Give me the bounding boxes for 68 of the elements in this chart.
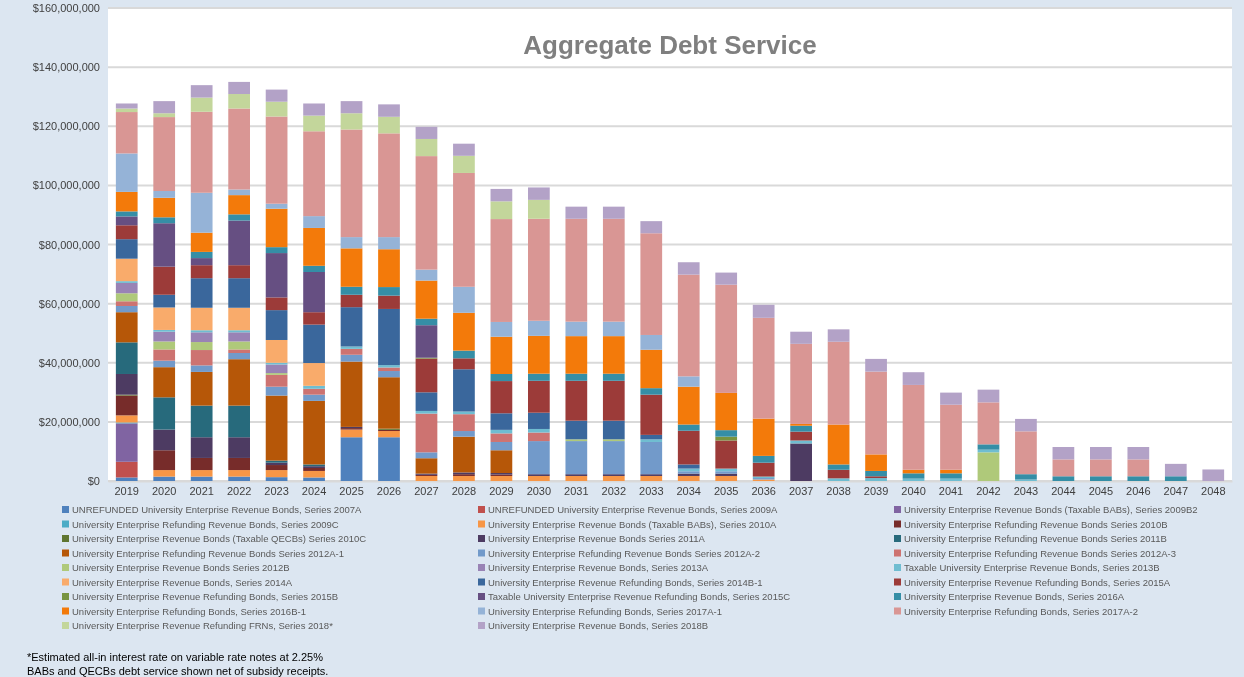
y-tick-label: $160,000,000 [32,2,100,15]
legend-label: University Enterprise Revenue Bonds (Taxable QECBs) Series 2010C [72,533,367,544]
y-tick-label: $0 [87,475,100,488]
legend-label: UNREFUNDED University Enterprise Revenue Bonds, Series 2007A [72,504,362,515]
x-tick-label: 2035 [713,484,739,497]
x-tick-label: 2037 [788,484,814,497]
x-tick-label: 2036 [751,484,776,497]
text: BABs and QECBs debt service shown net of subsidy receipts. [27,665,329,677]
text: Aggregate Debt Service [523,30,817,60]
legend-label: University Enterprise Revenue Bonds, Series 2016A [904,591,1125,602]
legend-label: University Enterprise Refunding Bonds, Series 2016B-1 [72,605,306,617]
x-tick-label: 2046 [1126,484,1151,497]
legend-label: University Enterprise Revenue Refunding Bonds, Series 2015B [72,591,339,602]
y-tick-label: $60,000,000 [38,297,100,310]
legend-label: University Enterprise Revenue Refunding Bonds, Series 2014B-1 [488,576,763,588]
x-tick-label: 2045 [1088,484,1114,497]
x-tick-label: 2039 [863,484,889,497]
x-tick-label: 2032 [601,484,627,497]
x-tick-label: 2021 [189,484,214,497]
x-tick-label: 2020 [151,484,177,497]
y-tick-label: $20,000,000 [38,415,100,428]
x-tick-label: 2047 [1163,484,1189,497]
x-tick-label: 2019 [114,484,139,497]
y-tick-label: $100,000,000 [32,179,100,192]
legend-label: University Enterprise Refunding Revenue Bonds Series 2011B [904,533,1167,544]
legend-label: University Enterprise Refunding Revenue Bonds Series 2012A-2 [488,547,760,559]
legend-label: University Enterprise Revenue Refunding Bonds, Series 2015A [904,576,1171,588]
legend-label: University Enterprise Revenue Refunding FRNs, Series 2018* [72,620,334,631]
legend-label: University Enterprise Refunding Revenue Bonds Series 2012A-3 [904,547,1176,559]
legend-label: University Enterprise Revenue Bonds, Series 2013A [488,562,709,573]
legend-label: University Enterprise Refunding Revenue Bonds, Series 2009C [72,518,339,530]
x-tick-label: 2022 [226,484,252,497]
legend-label: Taxable University Enterprise Revenue Bonds, Series 2013B [904,562,1160,573]
legend-label: University Enterprise Revenue Bonds, Series 2014A [72,576,293,588]
text: *Estimated all-in interest rate on variable rate notes at 2.25% [27,651,324,663]
legend-label: University Enterprise Revenue Bonds (Taxable BABs), Series 2010A [488,518,777,530]
x-tick-label: 2023 [264,484,289,497]
legend-label: University Enterprise Revenue Bonds Series 2011A [488,533,706,544]
legend-label: University Enterprise Refunding Revenue Bonds Series 2012A-1 [72,547,344,559]
x-tick-label: 2025 [339,484,364,497]
x-tick-label: 2030 [526,484,552,497]
x-tick-label: 2042 [976,484,1001,497]
x-tick-label: 2034 [676,484,701,497]
y-tick-label: $140,000,000 [32,61,100,74]
x-tick-label: 2029 [489,484,514,497]
x-tick-label: 2028 [451,484,477,497]
x-tick-label: 2026 [376,484,402,497]
legend-label: University Enterprise Revenue Bonds (Taxable BABs), Series 2009B2 [904,504,1198,515]
x-tick-label: 2027 [414,484,439,497]
y-tick-label: $80,000,000 [38,238,100,251]
x-tick-label: 2038 [826,484,851,497]
x-tick-label: 2033 [639,484,664,497]
legend-label: UNREFUNDED University Enterprise Revenue Bonds, Series 2009A [488,504,778,515]
x-tick-label: 2041 [938,484,964,497]
x-tick-label: 2044 [1051,484,1076,497]
legend-label: University Enterprise Revenue Bonds, Series 2018B [488,620,709,631]
x-tick-label: 2024 [301,484,327,497]
y-tick-label: $120,000,000 [32,120,100,133]
x-tick-label: 2031 [564,484,589,497]
x-tick-label: 2040 [901,484,926,497]
y-tick-label: $40,000,000 [38,356,100,369]
x-tick-label: 2048 [1201,484,1226,497]
legend-label: University Enterprise Refunding Bonds, Series 2017A-1 [488,605,722,617]
legend-label: Taxable University Enterprise Revenue Refunding Bonds, Series 2015C [488,591,791,602]
x-tick-label: 2043 [1013,484,1039,497]
legend-label: University Enterprise Refunding Bonds, Series 2017A-2 [904,605,1138,617]
legend-label: University Enterprise Revenue Bonds Series 2012B [72,562,290,573]
legend-label: University Enterprise Refunding Revenue Bonds Series 2010B [904,518,1168,530]
